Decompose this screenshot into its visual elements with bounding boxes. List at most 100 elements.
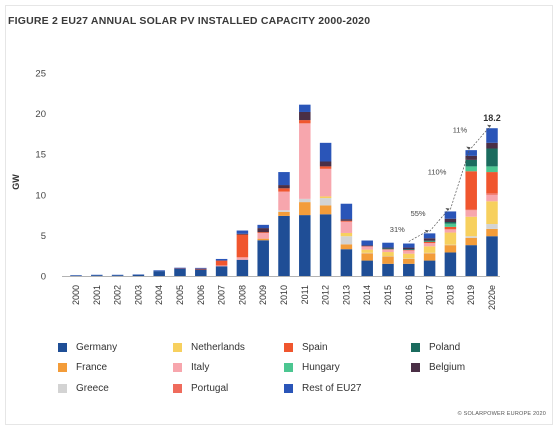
bar-segment-greece	[340, 236, 353, 245]
bar-segment-germany	[340, 249, 353, 276]
x-tick-label: 2014	[362, 285, 372, 305]
bar-segment-belgium	[340, 219, 353, 221]
bar-segment-belgium	[444, 218, 457, 223]
legend-item-spain: Spain	[284, 342, 328, 353]
legend-swatch	[284, 343, 293, 352]
total-label: 18.2	[483, 113, 501, 123]
bar-segment-germany	[215, 266, 228, 276]
chart-legend: Germany Netherlands Spain Poland France Italy…	[58, 342, 538, 404]
legend-label: Hungary	[302, 362, 340, 373]
bar-segment-germany	[486, 236, 498, 276]
bar-segment-greece	[278, 210, 290, 212]
legend-label: Greece	[76, 383, 109, 394]
bar-segment-rest-of-eu27	[444, 211, 457, 219]
legend-label: France	[76, 362, 108, 373]
legend-item-france: France	[58, 362, 107, 373]
bar-segment-rest-of-eu27	[215, 258, 228, 261]
y-tick-label: 0	[41, 272, 46, 283]
bar-segment-italy	[319, 168, 332, 197]
growth-arrow-head	[424, 229, 429, 233]
bar-segment-spain	[195, 268, 207, 270]
x-tick-label: 2009	[258, 285, 268, 305]
x-tick-label: 2015	[383, 285, 393, 305]
bar-segment-netherlands	[423, 246, 436, 253]
bar-segment-france	[257, 238, 269, 241]
bar-segment-rest-of-eu27	[278, 172, 290, 186]
bar-segment-rest-of-eu27	[465, 150, 477, 156]
legend-swatch	[58, 363, 67, 372]
bar-segment-italy	[299, 123, 311, 199]
legend-item-portugal: Portugal	[173, 383, 228, 394]
bar-segment-poland	[423, 240, 436, 242]
bar-segment-netherlands	[465, 216, 477, 237]
y-axis-label: GW	[11, 174, 21, 190]
bar-segment-belgium	[423, 238, 436, 241]
bar-segment-germany	[111, 275, 124, 276]
bar-segment-hungary	[486, 166, 498, 173]
bar-segment-france	[319, 205, 332, 215]
x-tick-label: 2018	[445, 285, 455, 305]
growth-arrow-head	[466, 146, 471, 150]
bar-segment-germany	[91, 275, 103, 276]
bar-segment-germany	[257, 240, 269, 276]
x-tick-label: 2016	[404, 285, 414, 305]
legend-swatch	[58, 384, 67, 393]
bar-segment-poland	[382, 248, 394, 250]
bar-segment-germany	[361, 260, 373, 276]
legend-swatch	[58, 343, 67, 352]
bar-segment-spain	[215, 260, 228, 266]
bar-segment-italy	[465, 210, 477, 217]
growth-label: 55%	[411, 209, 426, 218]
bar-segment-belgium	[257, 228, 269, 233]
growth-arrow-line	[408, 230, 429, 242]
growth-arrow-head	[487, 124, 491, 128]
copyright-credit: © SOLARPOWER EUROPE 2020	[457, 411, 546, 417]
legend-label: Spain	[302, 342, 328, 353]
bar-segment-rest-of-eu27	[403, 243, 415, 248]
bar-segment-netherlands	[340, 232, 353, 237]
bar-segment-italy	[236, 257, 249, 260]
legend-swatch	[284, 363, 293, 372]
legend-item-germany: Germany	[58, 342, 117, 353]
bar-segment-italy	[423, 243, 436, 247]
legend-item-netherlands: Netherlands	[173, 342, 245, 353]
bar-segment-netherlands	[319, 196, 332, 199]
legend-swatch	[173, 363, 182, 372]
bar-segment-rest-of-eu27	[174, 267, 186, 269]
bar-segment-germany	[299, 215, 311, 276]
bar-segment-belgium	[319, 161, 332, 167]
bar-segment-germany	[465, 245, 477, 276]
bar-segment-spain	[444, 226, 457, 230]
bar-segment-france	[278, 211, 290, 216]
bar-segment-france	[340, 244, 353, 250]
bar-segment-belgium	[236, 233, 249, 235]
bar-segment-rest-of-eu27	[236, 230, 249, 234]
bar-segment-spain	[257, 232, 269, 233]
bar-segment-belgium	[278, 185, 290, 189]
bar-segment-italy	[486, 194, 498, 202]
x-tick-label: 2005	[175, 285, 185, 305]
x-tick-label: 2000	[71, 285, 81, 305]
bar-segment-poland	[403, 249, 415, 251]
legend-swatch	[411, 343, 420, 352]
legend-swatch	[173, 343, 182, 352]
bar-segment-poland	[486, 148, 498, 167]
bar-segment-france	[465, 237, 477, 246]
legend-item-greece: Greece	[58, 383, 109, 394]
growth-arrow-head	[445, 207, 450, 211]
bar-segment-poland	[465, 159, 477, 167]
bar-segment-germany	[153, 271, 165, 276]
bar-segment-spain	[278, 188, 290, 192]
x-tick-label: 2017	[425, 285, 435, 305]
bar-segment-belgium	[299, 111, 311, 121]
bar-segment-spain	[340, 220, 353, 222]
legend-item-hungary: Hungary	[284, 362, 340, 373]
legend-swatch	[411, 363, 420, 372]
bar-segment-france	[299, 202, 311, 216]
bar-segment-netherlands	[444, 232, 457, 245]
bar-segment-rest-of-eu27	[299, 104, 311, 112]
bar-segment-netherlands	[403, 253, 415, 259]
bar-segment-germany	[319, 214, 332, 276]
bar-segment-rest-of-eu27	[153, 270, 165, 272]
